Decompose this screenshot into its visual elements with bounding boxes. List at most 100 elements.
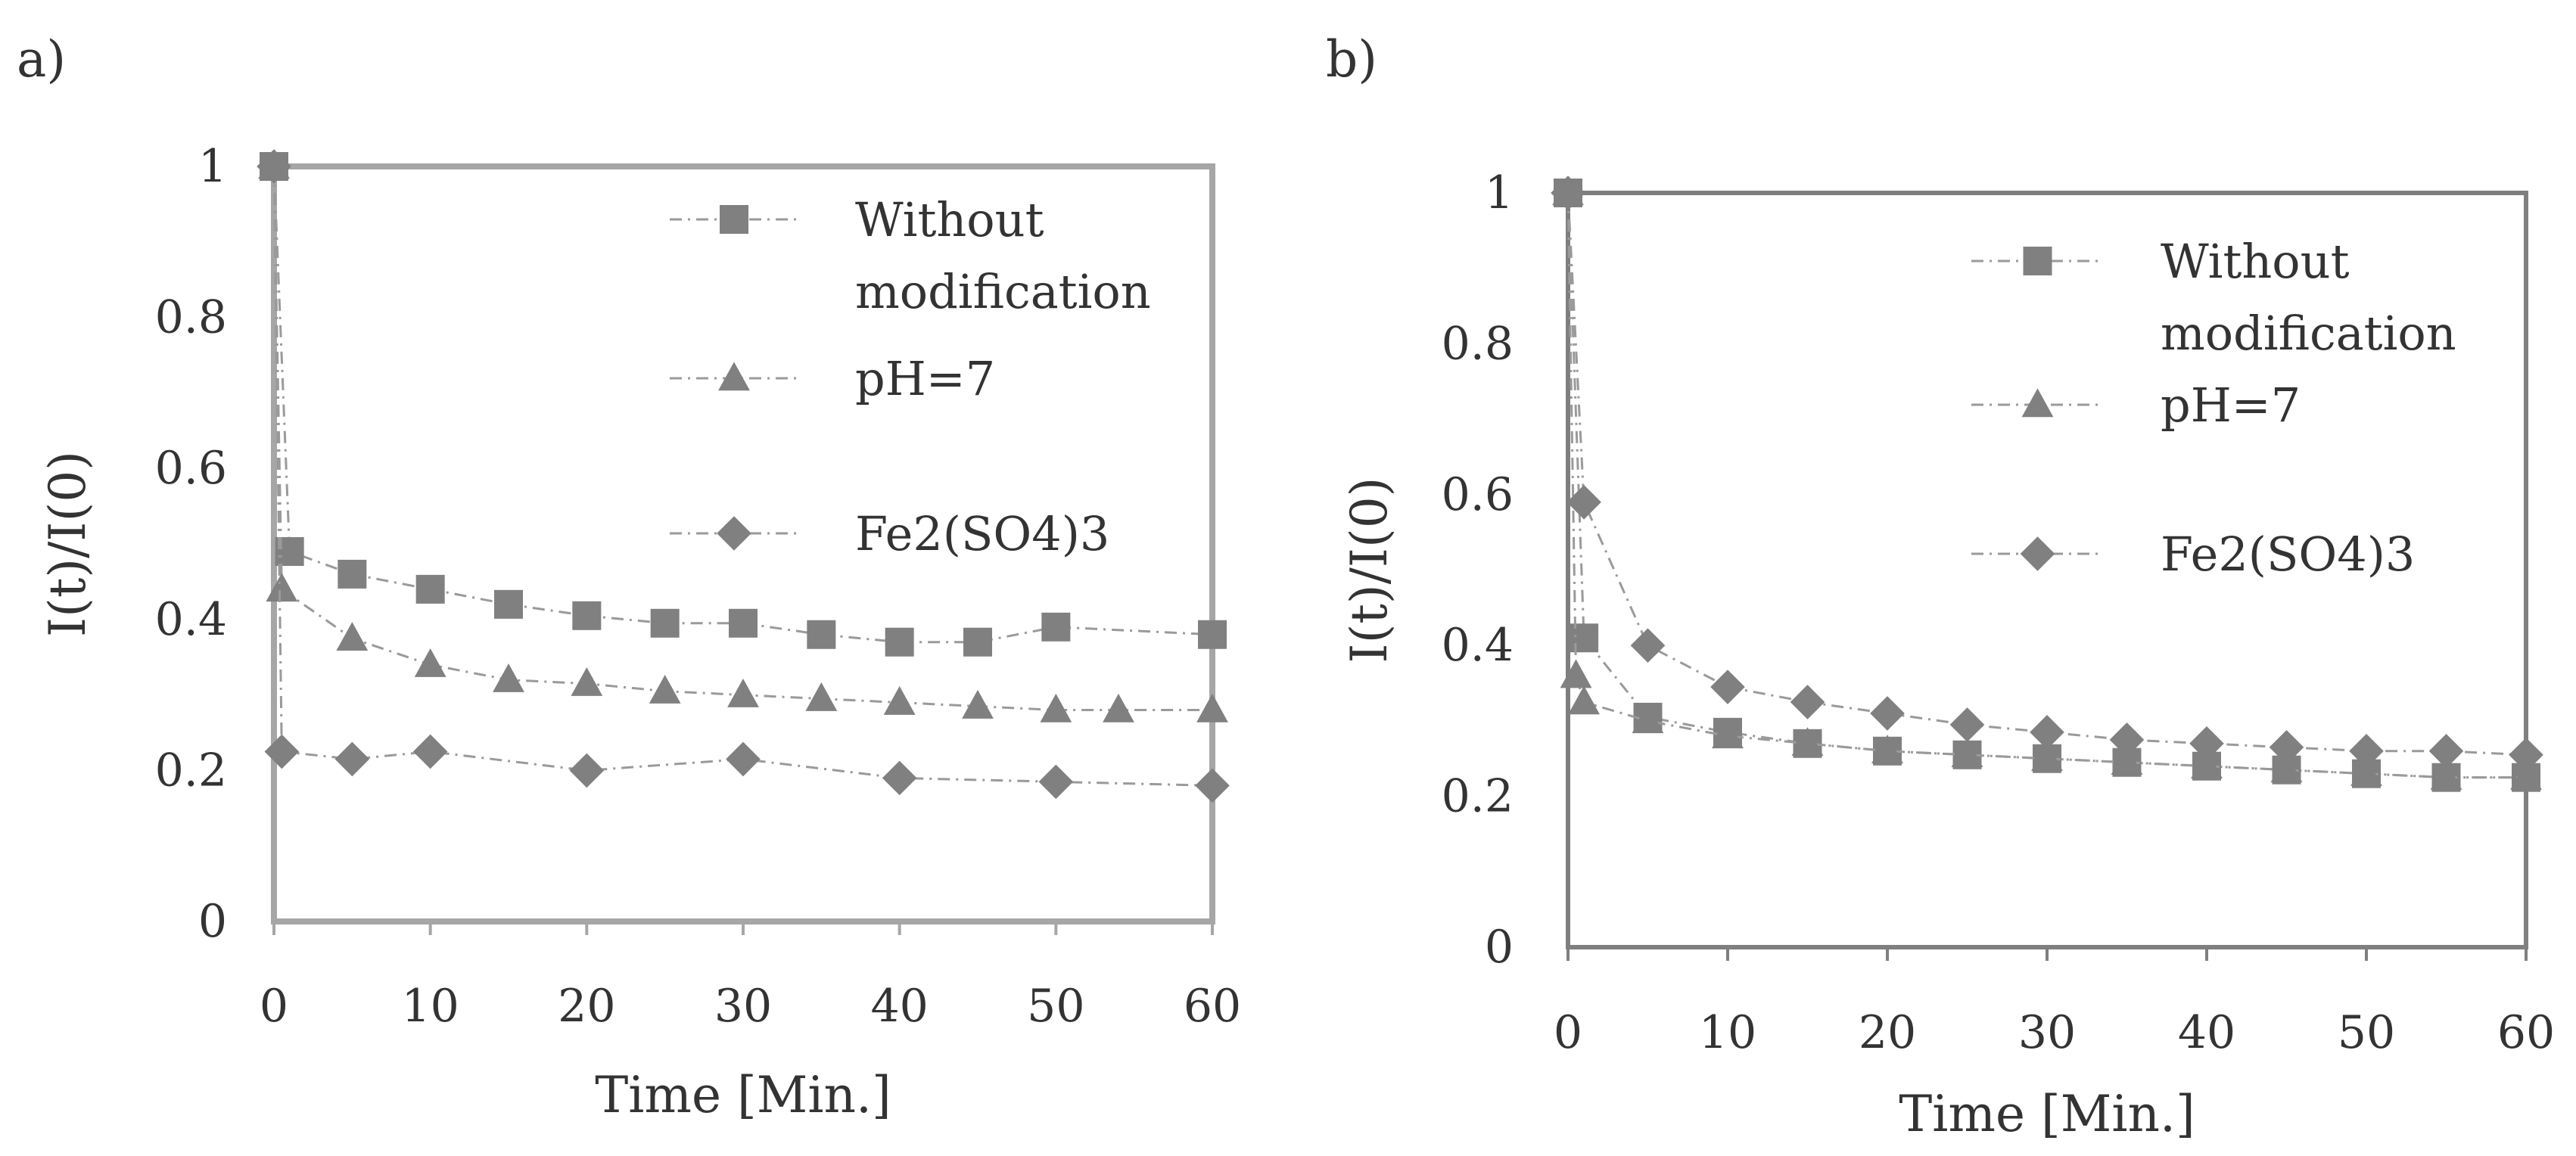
legend-label: modification xyxy=(855,264,1151,319)
triangle-marker xyxy=(1196,693,1228,722)
triangle-marker xyxy=(1632,704,1664,734)
legend-label: Without xyxy=(2161,234,2350,289)
series-line xyxy=(272,166,1212,712)
triangle-marker xyxy=(2430,761,2462,790)
diamond-marker xyxy=(1710,670,1745,704)
y-tick-label: 0.2 xyxy=(1442,770,1514,823)
x-tick-label: 10 xyxy=(1699,1006,1756,1059)
triangle-marker xyxy=(2270,754,2303,782)
x-tick-label: 30 xyxy=(714,980,772,1033)
square-marker xyxy=(338,559,367,589)
y-tick-label: 0 xyxy=(198,895,227,948)
legend-marker xyxy=(718,362,750,391)
chart-a: 0 10 20 30 40 50 60 0 0.2 0.4 0.6 0.8 1 Time [Min.] I(… xyxy=(39,140,1241,1124)
triangle-marker xyxy=(493,663,524,692)
triangle-marker xyxy=(2510,761,2542,790)
x-tick-label: 50 xyxy=(1027,980,1084,1033)
series-line xyxy=(1566,192,2527,757)
diamond-marker xyxy=(264,734,300,769)
y-axis-title: I(t)/I(0) xyxy=(39,451,97,637)
legend-marker xyxy=(717,516,751,551)
x-tick-label: 40 xyxy=(870,980,928,1033)
diamond-marker xyxy=(2030,715,2064,750)
x-tick-label: 50 xyxy=(2338,1006,2395,1059)
diamond-marker xyxy=(1790,685,1825,719)
square-marker xyxy=(885,627,914,657)
x-tick-label: 20 xyxy=(558,980,615,1033)
panel-label-b: b) xyxy=(1326,30,1377,89)
legend-label: pH=7 xyxy=(855,351,995,406)
triangle-marker xyxy=(2350,757,2382,786)
x-tick-label: 20 xyxy=(1859,1006,1916,1059)
x-tick-label: 60 xyxy=(1184,980,1241,1033)
x-axis-title: Time [Min.] xyxy=(1899,1085,2195,1143)
diamond-marker xyxy=(257,149,291,184)
diamond-marker xyxy=(2428,733,2464,769)
square-marker xyxy=(650,608,680,638)
x-tick-label: 60 xyxy=(2497,1006,2555,1059)
square-marker xyxy=(415,574,445,604)
y-tick-label: 1 xyxy=(198,140,227,193)
legend-entry-square: Without modification xyxy=(670,192,1151,319)
legend-entry-square: Without modification xyxy=(1971,234,2456,361)
y-tick-label: 0.8 xyxy=(155,291,227,344)
diamond-marker xyxy=(1551,176,1585,210)
triangle-marker xyxy=(805,682,838,711)
square-marker xyxy=(1041,612,1071,642)
legend-marker xyxy=(720,205,748,234)
triangle-marker xyxy=(1791,727,1824,757)
triangle-marker xyxy=(1103,693,1134,722)
series-line xyxy=(1566,192,2526,779)
triangle-marker xyxy=(727,678,759,707)
diamond-marker xyxy=(1566,484,1601,520)
y-tick-label: 0.8 xyxy=(1442,317,1514,370)
diamond-marker xyxy=(412,734,448,769)
diamond-marker xyxy=(726,741,761,777)
x-tick-label: 0 xyxy=(1554,1006,1582,1059)
triangle-marker xyxy=(571,667,603,696)
triangle-marker xyxy=(414,648,446,677)
diamond-marker xyxy=(2349,733,2384,769)
series-diamond xyxy=(1551,176,2543,772)
series-line xyxy=(1566,192,2526,779)
square-marker xyxy=(1198,620,1227,649)
triangle-marker xyxy=(962,689,994,719)
x-tick-label: 0 xyxy=(260,980,288,1033)
legend-entry-diamond: Fe2(SO4)3 xyxy=(670,506,1109,561)
square-marker xyxy=(494,589,523,619)
diamond-marker xyxy=(1038,764,1074,800)
y-tick-label: 0.6 xyxy=(1442,468,1514,521)
legend-entry-diamond: Fe2(SO4)3 xyxy=(1971,527,2415,582)
y-tick-label: 0.4 xyxy=(1442,619,1514,672)
triangle-marker xyxy=(336,622,369,651)
triangle-marker xyxy=(2111,746,2143,775)
triangle-marker xyxy=(1560,659,1592,688)
panel-label-a: a) xyxy=(17,30,67,89)
diamond-marker xyxy=(569,753,605,788)
square-marker xyxy=(1570,623,1599,653)
diamond-marker xyxy=(882,760,917,796)
triangle-marker xyxy=(1871,735,1903,764)
square-marker xyxy=(729,608,758,638)
triangle-marker xyxy=(1712,719,1744,749)
legend-label: pH=7 xyxy=(2161,378,2301,433)
legend-label: Fe2(SO4)3 xyxy=(855,506,1109,561)
diamond-marker xyxy=(2109,722,2145,757)
y-tick-label: 1 xyxy=(1485,166,1514,219)
diamond-marker xyxy=(1630,628,1666,663)
square-marker xyxy=(963,627,992,657)
x-axis-title: Time [Min.] xyxy=(595,1066,891,1124)
triangle-marker xyxy=(266,573,298,602)
chart-b: 0 10 20 30 40 50 60 0 0.2 0.4 0.6 0.8 1 Time [Min.] I(… xyxy=(1340,166,2555,1143)
series-line xyxy=(272,166,1213,644)
legend-label: Without xyxy=(855,192,1044,247)
y-tick-label: 0.6 xyxy=(155,442,227,495)
y-tick-label: 0.4 xyxy=(155,593,227,646)
x-tick-label: 10 xyxy=(401,980,459,1033)
triangle-marker xyxy=(1040,693,1072,722)
legend-label: modification xyxy=(2161,306,2456,361)
triangle-marker xyxy=(1951,738,1983,768)
diamond-marker xyxy=(1949,707,1985,742)
